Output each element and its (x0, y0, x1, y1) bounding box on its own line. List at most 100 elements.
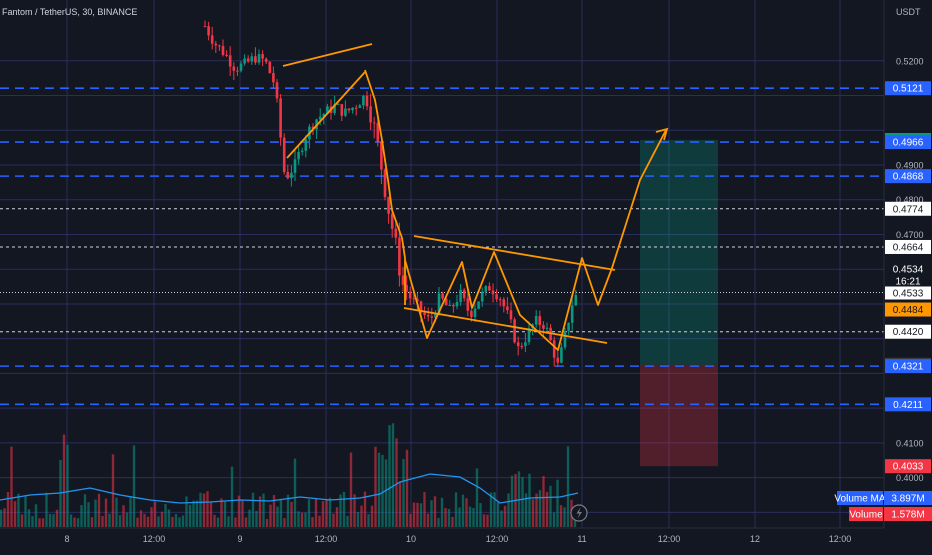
candle-body (473, 308, 477, 317)
volume-bar (272, 495, 276, 527)
candle-body (552, 340, 556, 358)
volume-bar (419, 503, 423, 527)
volume-bar (17, 493, 20, 527)
price-label-bg (885, 81, 931, 96)
candle-body (527, 328, 531, 343)
candle-body (495, 294, 498, 300)
volume-bar (38, 518, 41, 527)
loss-zone[interactable] (640, 364, 718, 467)
candle-body (326, 106, 329, 115)
candle-body (426, 315, 430, 317)
volume-bar (24, 495, 27, 527)
price-label: 0.4664 (893, 242, 924, 253)
volume-ma-line (0, 473, 579, 504)
candle-body (448, 305, 452, 307)
volume-bar (265, 518, 269, 527)
price-tick-label: 0.4000 (896, 473, 924, 483)
volume-bar (531, 499, 535, 527)
volume-bar (461, 494, 465, 527)
candle-body (380, 142, 383, 170)
volume-bar (423, 492, 426, 527)
candle-body (228, 55, 232, 67)
drawing-line[interactable] (364, 69, 406, 305)
volume-bar (80, 505, 83, 527)
volume-bar (426, 513, 430, 527)
price-axis-labels: 0.51210.49720.49660.48680.47740.46640.44… (885, 81, 931, 474)
volume-bar (412, 502, 416, 527)
volume-bar (122, 505, 125, 527)
volume-bar (181, 515, 185, 527)
symbol-title: Fantom / TetherUS, 30, BINANCE (2, 7, 137, 17)
volume-bar (458, 507, 461, 527)
candle-body (293, 159, 297, 173)
volume-bar (507, 493, 510, 527)
drawing-line[interactable] (413, 235, 616, 271)
candle-body (516, 342, 520, 347)
pattern-drawings[interactable] (282, 43, 669, 351)
lightning-icon[interactable] (570, 504, 588, 522)
candle-body (408, 291, 412, 299)
volume-bar (542, 476, 545, 527)
candle-body (498, 299, 502, 301)
volume-bar (388, 425, 391, 527)
time-axis-ticks: 8 12:00 9 12:00 10 12:00 11 12:00 12 12:00 (64, 534, 851, 544)
price-label-bg (885, 239, 931, 254)
volume-bar (244, 517, 248, 527)
volume-bar (286, 494, 290, 527)
volume-bar (153, 501, 157, 527)
drawing-line[interactable] (286, 71, 366, 159)
volume-bar (297, 511, 300, 527)
price-tick-label: 0.4900 (896, 161, 924, 171)
candle-body (419, 301, 423, 313)
candle-body (509, 310, 513, 320)
volume-bar (454, 492, 458, 527)
drawing-line[interactable] (403, 307, 608, 344)
volume-bar (45, 492, 48, 527)
candle-body (275, 82, 279, 99)
volume-bar (90, 517, 94, 527)
drawing-line[interactable] (404, 129, 667, 351)
volume-bar (0, 509, 3, 527)
profit-zone[interactable] (640, 139, 718, 365)
volume-bar (227, 516, 230, 527)
candle-body (394, 228, 398, 238)
volume-bar (391, 423, 395, 527)
volume-bar (395, 438, 398, 527)
price-label-bg (885, 169, 931, 184)
drawing-line[interactable] (282, 43, 373, 67)
volume-bar (353, 494, 356, 527)
volume-bar (101, 515, 104, 527)
volume-bar (447, 508, 451, 527)
candle-body (437, 293, 441, 314)
candle-body (304, 139, 308, 151)
candle-body (480, 291, 484, 302)
candle-body (250, 56, 254, 62)
candle-body (545, 327, 549, 329)
volume-value-tag (884, 507, 932, 521)
price-label-bg (885, 201, 931, 216)
price-tick-label: 0.4800 (896, 195, 924, 205)
candle-body (534, 316, 538, 325)
candle-body (484, 286, 488, 292)
volume-bar (104, 498, 108, 527)
time-tick-label: 12 (750, 534, 760, 544)
position-tool[interactable] (640, 139, 718, 467)
volume-legend: Volume MA 3.897M Volume 1.578M (834, 491, 932, 521)
candle-body (455, 301, 459, 307)
volume-bar (69, 514, 73, 527)
price-label: 0.4868 (893, 172, 924, 183)
price-tick-label: 0.4700 (896, 230, 924, 240)
arrow-head-icon[interactable] (655, 127, 669, 141)
candle-body (351, 107, 354, 111)
volume-bar (150, 507, 153, 527)
candle-body (444, 298, 448, 306)
volume-ma-label: Volume MA (834, 494, 885, 505)
horizontal-levels[interactable] (0, 87, 884, 406)
candle-body (358, 105, 362, 108)
volume-bar (230, 466, 234, 527)
candle-body (282, 137, 286, 172)
volume-bar (178, 517, 181, 527)
volume-bar (416, 502, 419, 527)
